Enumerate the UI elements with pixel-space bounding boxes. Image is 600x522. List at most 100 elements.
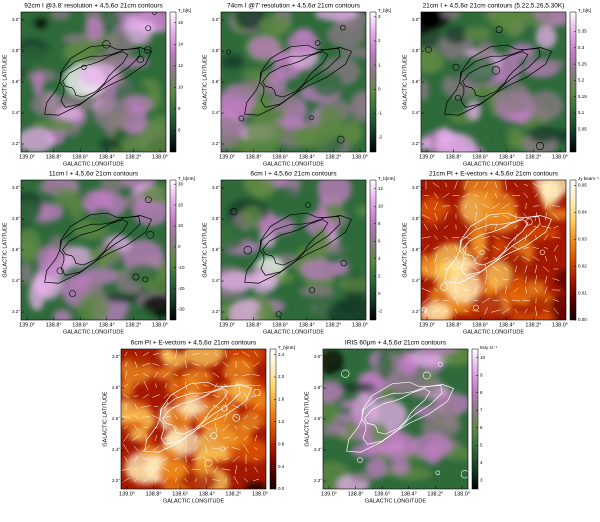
emission-blob [422,369,434,382]
emission-blob [351,472,375,483]
x-tick-label: 138.4° [299,154,315,160]
panel: 11cm I + 4,5,6σ 21cm contours139.0°138.8… [2,170,195,335]
x-tick-label: 138.6° [374,491,390,497]
colorbar [472,349,478,489]
emission-blob [312,227,329,259]
colorbar-tick-label: 16 [178,20,184,25]
x-tick-label: 138.0° [552,154,568,160]
y-tick-label: 2.6° [412,79,420,84]
y-tick-label: 2.2° [412,141,420,146]
colorbar-tick-label: 0 [378,291,381,296]
y-tick-label: 2.8° [412,216,420,221]
emission-blob [327,22,366,48]
colorbar-tick-label: 4 [480,460,483,465]
colorbar-tick-label: 20 [178,202,184,207]
emission-blob [440,345,475,366]
map-image [203,168,381,333]
x-tick-label: 139.0° [19,154,35,160]
emission-blob [100,138,118,151]
y-tick-label: 3.0° [412,17,420,22]
y-tick-label: 2.8° [12,216,20,221]
colorbar-tick-label: 12 [378,186,384,191]
map-image [106,339,278,497]
y-tick-label: 2.6° [212,247,220,252]
colorbar-tick-label: 6 [480,425,483,430]
emission-blob [506,83,531,113]
x-tick-label: 138.6° [272,322,288,328]
x-tick-label: 138.4° [401,491,417,497]
panel-title: 21cm PI + E-vectors + 4,5,6σ 21cm contou… [429,171,559,178]
colorbar-tick-label: 0.02 [578,263,587,268]
emission-blob [411,203,452,217]
panel-title: 74cm I @7' resolution + 4,5,6σ 21cm cont… [227,3,361,10]
emission-blob [15,229,41,262]
colorbar-tick-label: -30 [178,307,185,312]
y-tick-label: 2.6° [412,247,420,252]
y-tick-label: 2.8° [412,48,420,53]
x-tick-label: 138.8° [246,322,262,328]
y-tick-label: 2.6° [212,79,220,84]
x-tick-label: 138.2° [325,322,341,328]
map-image [204,1,383,161]
y-tick-label: 2.2° [412,309,420,314]
y-tick-label: 2.2° [212,309,220,314]
y-tick-label: 2.8° [212,216,220,221]
x-tick-label: 138.0° [552,322,568,328]
colorbar-tick-label: 6 [178,128,181,133]
y-tick-label: 3.0° [112,354,120,359]
x-tick-label: 138.2° [427,491,443,497]
x-tick-label: 138.8° [46,322,62,328]
y-tick-label: 2.4° [112,447,120,452]
emission-blob [419,303,451,321]
colorbar-tick-label: 10 [480,355,486,360]
emission-blob [412,433,453,459]
emission-blob [477,41,494,61]
emission-blob [290,127,332,148]
panel: IRIS 60μm + 4,5,6σ 21cm contours139.0°13… [304,340,497,505]
colorbar [570,180,576,320]
emission-blob [221,54,244,69]
panel-title: 21cm I + 4,5,6σ 21cm contours (5.22,5.26… [423,3,565,10]
emission-blob [466,100,481,120]
emission-blob [245,118,286,145]
panel-title: 11cm I + 4,5,6σ 21cm contours [49,171,139,178]
emission-blob [356,205,369,217]
y-tick-label: 3.0° [314,354,322,359]
emission-blob [377,348,393,381]
map-image [313,344,476,495]
map-image [12,1,183,167]
colorbar-tick-label: 0.00 [578,317,587,322]
x-tick-label: 138.6° [72,154,88,160]
y-tick-label: 2.2° [314,478,322,483]
x-axis-label: GALACTIC LONGITUDE [463,329,524,335]
x-tick-label: 138.8° [446,322,462,328]
y-tick-label: 2.6° [12,79,20,84]
emission-blob [529,125,555,143]
emission-blob [344,420,356,438]
x-tick-label: 139.0° [119,491,135,497]
x-tick-label: 138.6° [272,154,288,160]
colorbar-tick-label: 12 [178,63,184,68]
emission-blob [370,423,389,444]
x-tick-label: 138.6° [172,491,188,497]
emission-blob [119,379,133,398]
panel: 6cm I + 4,5,6σ 21cm contours139.0°138.8°… [202,168,395,335]
x-tick-label: 138.2° [525,154,541,160]
emission-blob [547,208,573,220]
emission-blob [163,352,188,366]
emission-blob [398,357,419,376]
colorbar-tick-label: 2.0 [278,374,285,379]
emission-blob [463,26,491,40]
y-axis-label: GALACTIC LATITUDE [202,222,208,278]
emission-blob [510,302,528,313]
emission-blob [246,175,275,197]
colorbar-tick-label: 5.35 [578,29,587,34]
y-tick-label: 2.6° [12,247,20,252]
emission-blob [69,199,84,219]
emission-blob [540,59,564,70]
x-axis-label: GALACTIC LONGITUDE [63,329,124,335]
emission-blob [313,402,341,426]
y-tick-label: 2.2° [12,309,20,314]
y-tick-label: 2.2° [112,478,120,483]
colorbar-tick-label: 0.01 [578,290,587,295]
